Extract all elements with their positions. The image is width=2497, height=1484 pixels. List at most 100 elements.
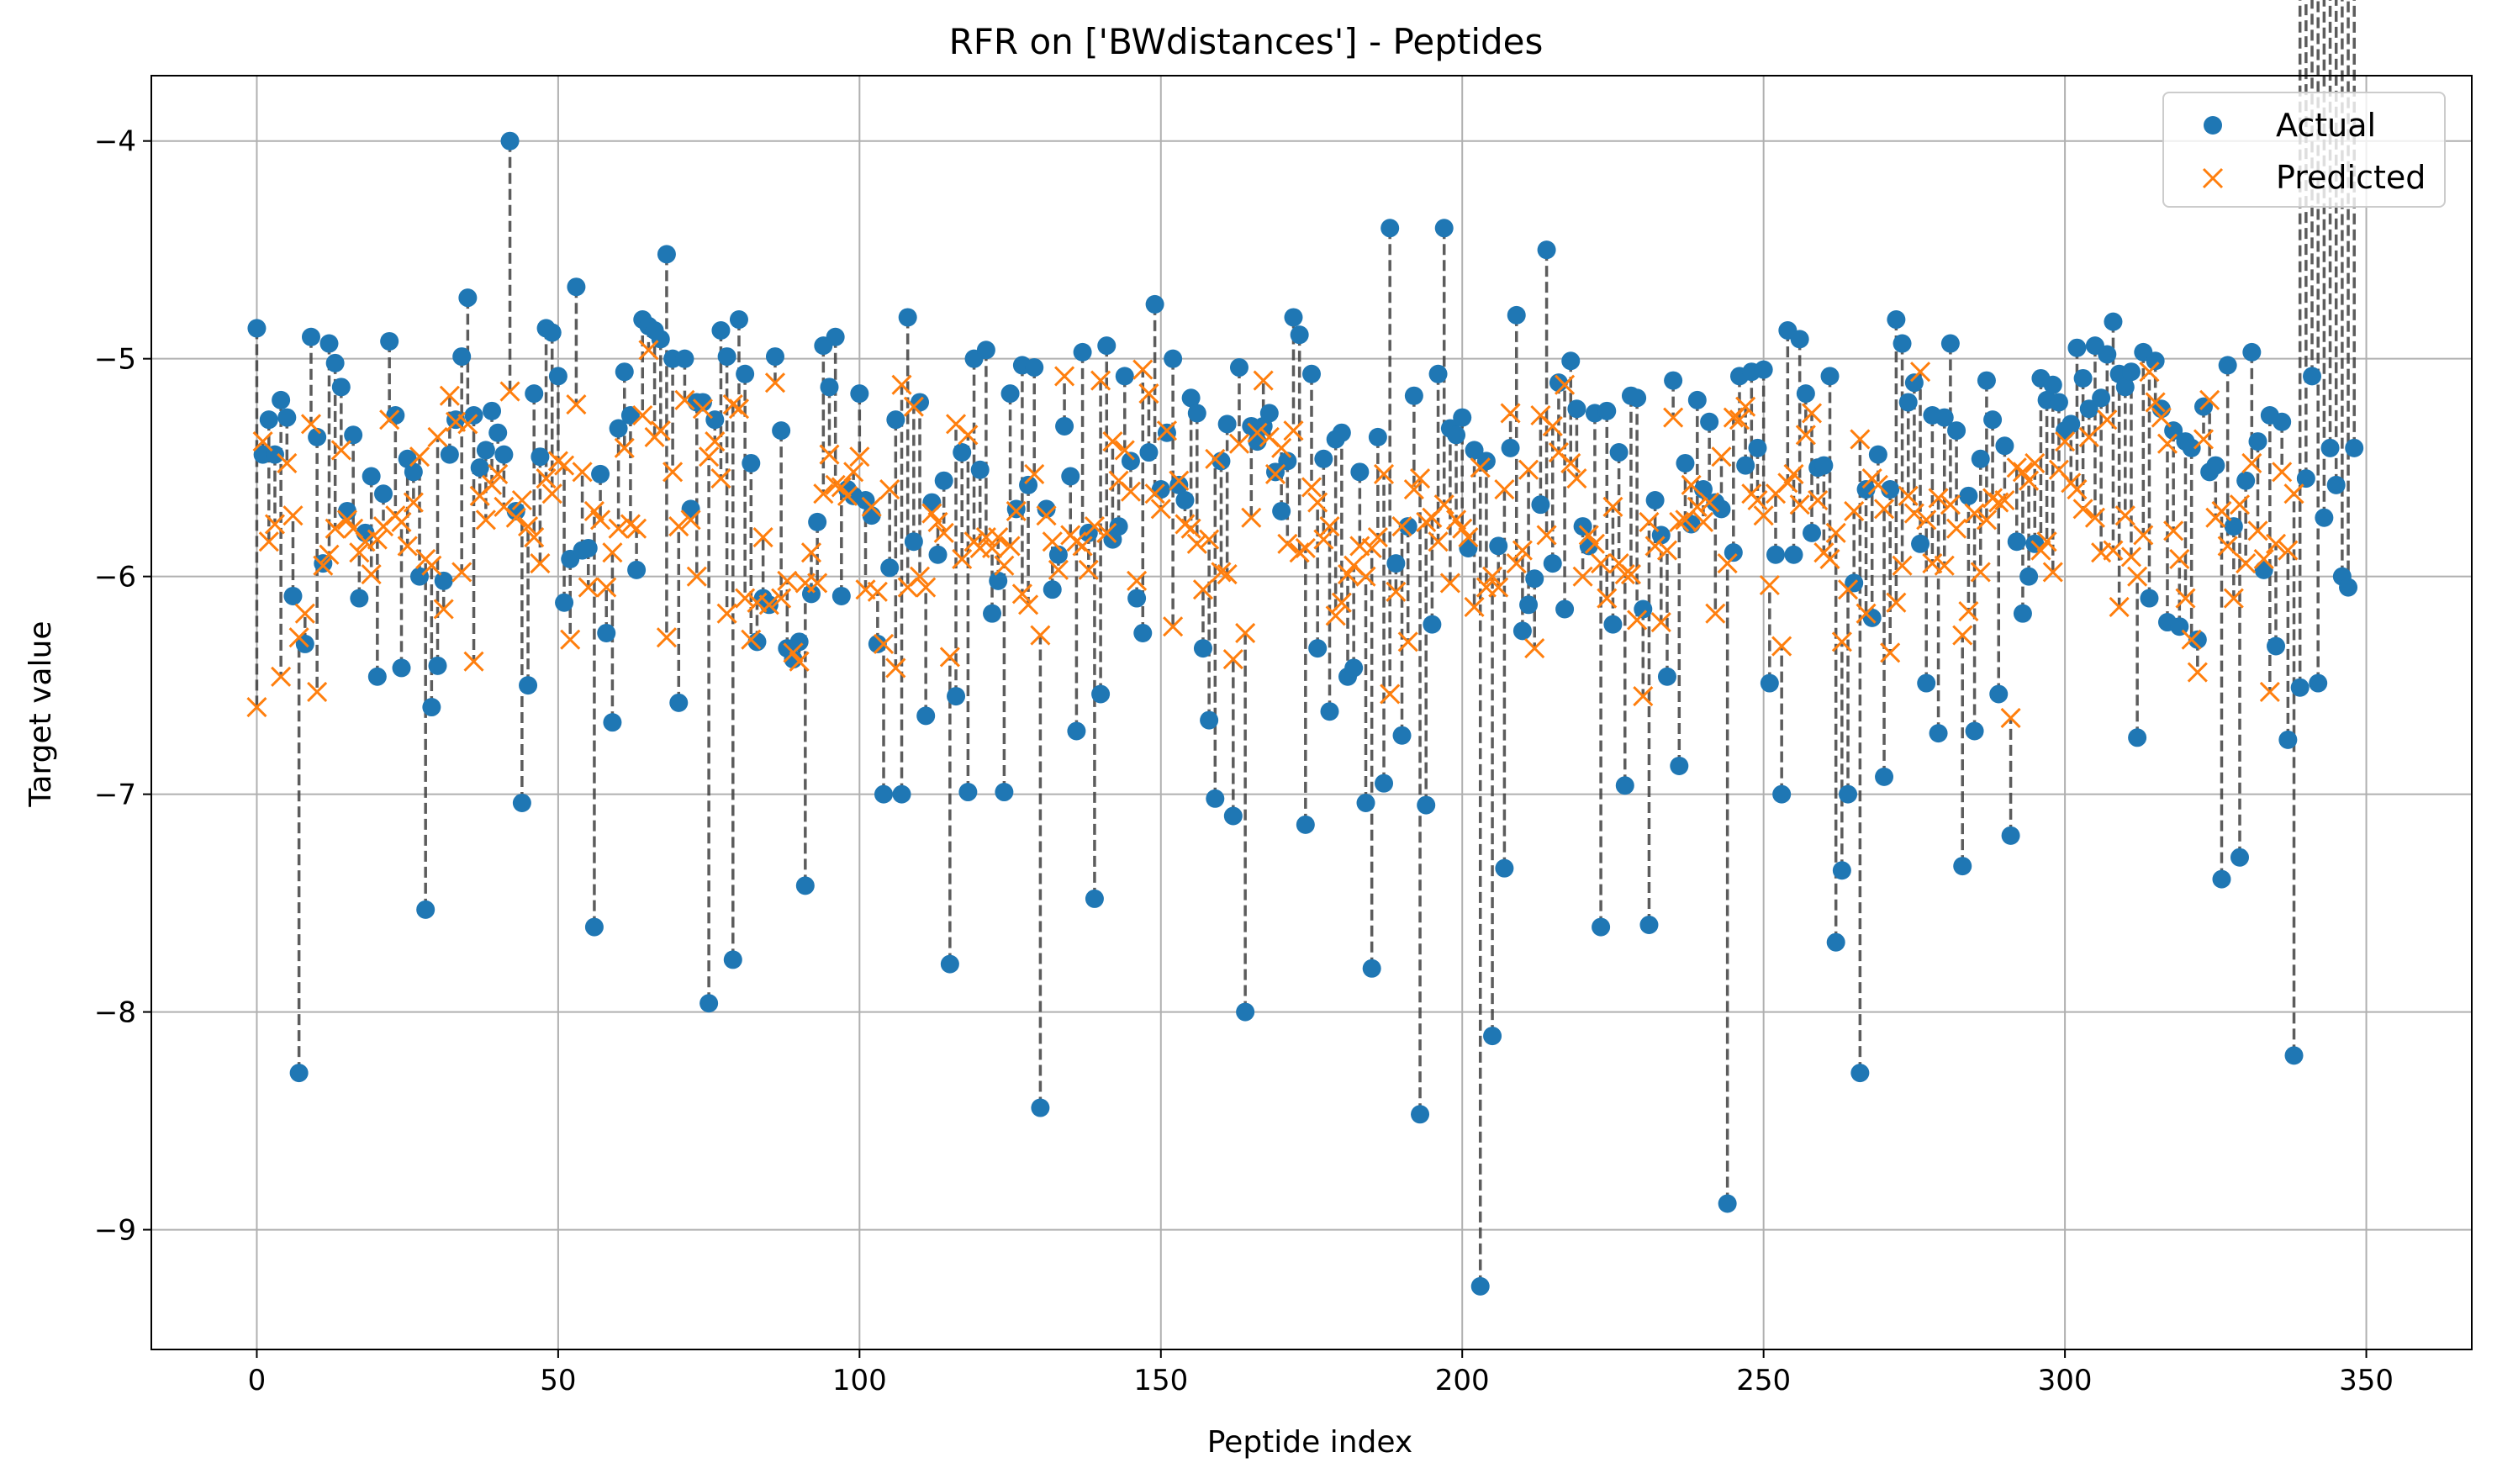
actual-point: [578, 538, 598, 557]
predicted-point: [2272, 462, 2293, 483]
actual-point: [337, 501, 356, 520]
predicted-point: [2217, 536, 2238, 557]
predicted-point: [330, 440, 351, 461]
actual-point: [1217, 415, 1237, 434]
predicted-point: [1591, 553, 1612, 574]
predicted-point: [1945, 518, 1967, 539]
predicted-point: [2078, 426, 2099, 447]
actual-point: [772, 421, 791, 441]
actual-point: [1718, 1194, 1737, 1213]
actual-point: [2236, 471, 2256, 490]
actual-point: [1121, 452, 1140, 471]
actual-point: [1501, 438, 1520, 457]
actual-point: [2013, 604, 2032, 623]
predicted-point: [2223, 588, 2244, 609]
predicted-point: [1597, 588, 1618, 609]
predicted-point: [1940, 494, 1961, 515]
predicted-point: [1192, 579, 1214, 600]
predicted-point: [861, 496, 882, 517]
actual-point: [464, 406, 483, 425]
predicted-point: [1120, 481, 1142, 502]
predicted-point: [1692, 511, 1714, 532]
actual-point: [1832, 861, 1851, 880]
predicted-point: [2133, 525, 2154, 546]
predicted-point: [1711, 446, 1732, 467]
predicted-point: [1892, 555, 1913, 576]
actual-point: [675, 349, 694, 368]
predicted-point: [560, 629, 581, 650]
predicted-point: [1886, 592, 1907, 613]
actual-point: [1603, 615, 1623, 634]
predicted-point: [2145, 392, 2166, 413]
actual-point: [519, 676, 538, 695]
predicted-point: [2169, 548, 2190, 569]
predicted-point: [867, 581, 888, 602]
predicted-point: [1909, 362, 1931, 383]
actual-point: [1127, 589, 1147, 608]
predicted-point: [1409, 468, 1431, 489]
actual-point: [736, 364, 755, 383]
actual-point: [1000, 384, 1020, 404]
predicted-point: [602, 542, 623, 563]
predicted-point: [1627, 610, 1648, 631]
actual-point: [1917, 673, 1936, 693]
predicted-point: [1156, 420, 1178, 441]
actual-point: [1085, 889, 1104, 908]
y-tick-label: −5: [94, 343, 136, 377]
predicted-point: [1837, 579, 1859, 600]
y-tick-label: −6: [94, 561, 136, 594]
actual-point: [1898, 393, 1918, 412]
actual-point: [1724, 543, 1743, 562]
actual-point: [609, 419, 628, 438]
predicted-point: [1024, 463, 1045, 484]
predicted-point: [1753, 505, 1774, 526]
predicted-point: [2199, 389, 2220, 410]
actual-point: [1953, 857, 1972, 876]
actual-point: [2043, 375, 2062, 394]
actual-point: [2267, 636, 2286, 656]
legend-box: [2162, 92, 2446, 208]
predicted-point: [530, 553, 551, 574]
predicted-point: [361, 563, 382, 585]
predicted-point: [1681, 474, 1702, 495]
actual-point: [1983, 410, 2003, 430]
actual-point: [2049, 393, 2068, 412]
actual-point: [494, 445, 514, 464]
actual-point: [350, 589, 369, 608]
predicted-point: [1512, 540, 1533, 561]
actual-point: [995, 783, 1014, 802]
actual-point: [2128, 728, 2147, 747]
actual-point: [1025, 358, 1044, 378]
predicted-point: [271, 666, 292, 687]
predicted-point: [1301, 477, 1322, 498]
predicted-point: [988, 526, 1009, 548]
actual-point: [1772, 784, 1792, 804]
actual-point: [1814, 456, 1834, 475]
actual-point: [880, 558, 900, 578]
actual-point: [2290, 678, 2310, 697]
actual-point: [1115, 367, 1134, 386]
actual-point: [308, 427, 327, 446]
actual-point: [1839, 784, 1858, 804]
predicted-point: [2114, 505, 2135, 526]
actual-point: [1061, 467, 1080, 486]
predicted-point: [566, 393, 587, 415]
legend-predicted-marker: [2202, 167, 2224, 189]
predicted-point: [336, 510, 358, 531]
predicted-point: [891, 374, 912, 395]
predicted-point: [1271, 437, 1292, 458]
actual-point: [1531, 495, 1550, 515]
predicted-point: [1958, 601, 1979, 622]
actual-point: [1634, 599, 1653, 619]
predicted-point: [1211, 562, 1232, 583]
actual-point: [1645, 491, 1665, 510]
actual-point: [1977, 371, 1996, 390]
actual-point: [904, 532, 923, 552]
predicted-point: [1011, 584, 1032, 605]
y-tick-label: −8: [94, 996, 136, 1030]
predicted-point: [626, 518, 647, 539]
actual-point: [1356, 793, 1375, 812]
predicted-point: [981, 537, 1003, 559]
actual-point: [1091, 684, 1111, 704]
